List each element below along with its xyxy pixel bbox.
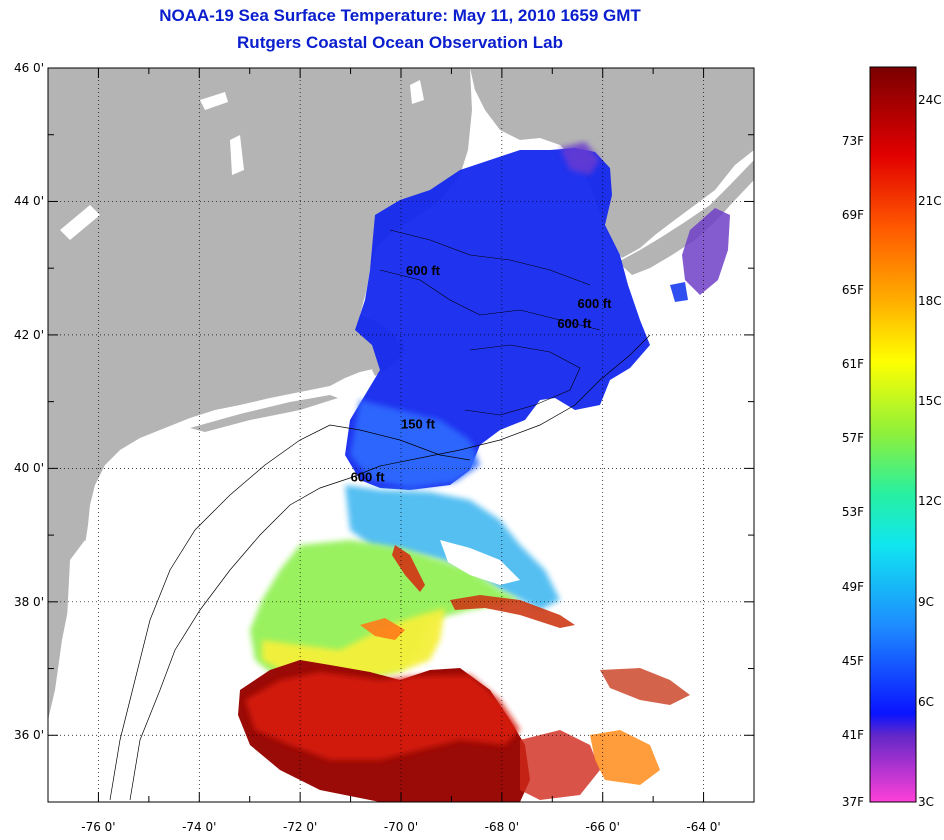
contour-label: 600 ft (351, 470, 386, 485)
colorbar-celsius-label: 12C (918, 494, 942, 509)
land-us-northeast (48, 68, 472, 720)
colorbar-fahrenheit-label: 37F (841, 795, 864, 809)
longitude-tick-label: -66 0' (585, 820, 620, 834)
colorbar-fahrenheit-label: 41F (841, 728, 864, 743)
sst-filament-red (392, 545, 425, 592)
lake (230, 135, 244, 175)
lake (410, 80, 424, 104)
colorbar-fahrenheit-label: 49F (841, 579, 864, 594)
contour-label: 150 ft (401, 416, 436, 431)
colorbar-celsius-label: 24C (918, 93, 942, 108)
map-subtitle: Rutgers Coastal Ocean Observation Lab (237, 33, 563, 52)
map-title: NOAA-19 Sea Surface Temperature: May 11,… (159, 6, 641, 25)
colorbar-fahrenheit-label: 73F (841, 134, 864, 149)
latitude-tick-label: 42 0' (13, 327, 44, 342)
latitude-tick-label: 38 0' (13, 594, 44, 609)
sst-filament-red-2 (450, 595, 575, 628)
contour-line-600ft-gulf (379, 269, 601, 331)
colorbar-celsius-label: 18C (918, 293, 942, 308)
sst-orange-patches (590, 730, 660, 785)
contour-label: 600 ft (578, 296, 613, 311)
sst-scotian-purple (682, 208, 730, 295)
longitude-tick-label: -72 0' (282, 820, 318, 834)
longitude-tick-label: -64 0' (686, 820, 721, 834)
latitude-tick-label: 40 0' (13, 461, 44, 476)
colorbar-fahrenheit-label: 69F (841, 208, 864, 223)
sst-gulf-of-maine (345, 148, 650, 490)
sst-white-patch (440, 540, 520, 585)
lake (200, 92, 228, 110)
sst-eastern-warm (600, 668, 690, 705)
contour-label: 600 ft (557, 316, 592, 331)
colorbar-fahrenheit-label: 61F (841, 356, 864, 371)
colorbar-celsius-label: 6C (918, 694, 935, 709)
sst-filament-orange (360, 618, 405, 640)
contour-line-600ft-shelf (129, 334, 651, 801)
land-nova-scotia (618, 160, 754, 275)
land-long-island (190, 395, 338, 432)
contour-line-150ft (109, 424, 471, 801)
plot-frame (47, 67, 755, 803)
bay-delaware (105, 490, 122, 520)
colorbar-fahrenheit-label: 57F (841, 431, 864, 446)
contour-labels: 600 ft 600 ft 600 ft 150 ft 600 ft (351, 263, 613, 485)
sst-gulf-stream-edge (245, 672, 520, 760)
land-canada (470, 68, 754, 258)
contour-line-georges (464, 344, 581, 416)
colorbar-fahrenheit-label: 65F (841, 282, 864, 297)
colorbar-celsius-label: 21C (918, 193, 942, 208)
colorbar-celsius-label: 9C (918, 594, 935, 609)
longitude-tick-label: -76 0' (81, 820, 116, 834)
sst-warm-patches (520, 730, 600, 800)
colorbar-fahrenheit-label: 53F (841, 505, 864, 520)
sst-fundy-purple (560, 142, 600, 175)
latitude-tick-label: 44 0' (13, 194, 44, 209)
sst-georges-bank (350, 400, 480, 488)
contour-line-gulf-2 (389, 229, 591, 286)
bay-chesapeake (55, 540, 92, 760)
longitude-tick-label: -70 0' (383, 820, 419, 834)
colorbar-celsius-label: 15C (918, 394, 942, 409)
sst-scotian-blue (670, 282, 688, 302)
longitude-tick-label: -74 0' (182, 820, 217, 834)
contour-label: 600 ft (406, 263, 441, 278)
latitude-tick-label: 36 0' (13, 728, 44, 743)
colorbar-celsius-label: 3C (918, 795, 935, 809)
latitude-tick-label: 46 0' (13, 61, 44, 75)
lake (60, 205, 100, 240)
longitude-tick-label: -68 0' (484, 820, 520, 834)
colorbar (869, 66, 917, 803)
colorbar-fahrenheit-label: 45F (841, 653, 864, 668)
